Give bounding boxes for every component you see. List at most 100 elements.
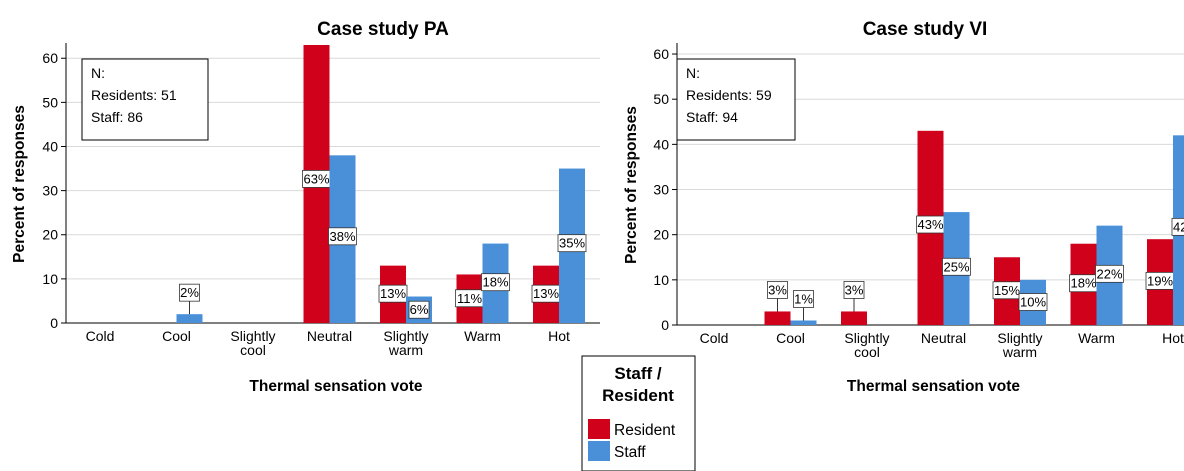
y-tick-label: 0 (661, 317, 669, 333)
y-axis-label: Percent of responses (11, 105, 28, 263)
data-label-staff: 18% (481, 273, 510, 292)
data-label-resident: 3% (843, 281, 865, 312)
data-label-text: 1% (794, 291, 813, 306)
data-label-resident: 18% (1069, 274, 1098, 293)
bar-staff (176, 314, 203, 323)
y-tick-label: 30 (42, 183, 58, 199)
category-label: warm (388, 342, 423, 358)
data-label-staff: 42% (1171, 217, 1184, 236)
data-label-text: 38% (329, 229, 355, 244)
data-label-resident: 15% (992, 281, 1022, 300)
y-tick-label: 60 (653, 46, 669, 62)
chart-panel-1: Case study PA 0 10 20 30 40 50 60 Percent of res… (11, 19, 600, 395)
legend-item-resident: Resident (614, 422, 676, 439)
data-label-box (378, 284, 408, 303)
data-label-text: 63% (303, 171, 329, 186)
data-label-resident: 13% (531, 284, 561, 303)
category-label: Slightly (844, 330, 889, 346)
data-label-staff: 25% (942, 257, 971, 276)
data-label-resident: 3% (767, 281, 788, 312)
y-tick-label: 50 (653, 91, 669, 107)
data-label-box (408, 300, 430, 319)
legend-swatch-staff (588, 441, 610, 461)
data-label-text: 3% (845, 282, 864, 297)
chart-panel-2: Case study VI 0 10 20 30 40 50 60 Percent of res… (623, 19, 1184, 395)
category-label: Slightly (230, 328, 275, 344)
bar-resident (764, 311, 791, 325)
bar-staff (790, 320, 817, 325)
legend-swatch-resident (588, 419, 610, 439)
category-label: Cold (700, 330, 729, 346)
data-label-staff: 1% (793, 290, 814, 321)
n-box-frame (676, 58, 796, 141)
category-label: Neutral (307, 328, 352, 344)
data-label-text: 25% (943, 259, 969, 274)
category-label: Slightly (383, 328, 428, 344)
y-tick-label: 60 (42, 50, 58, 66)
category-label: cool (854, 344, 880, 360)
data-label-text: 18% (1070, 276, 1096, 291)
data-label-box (1018, 293, 1048, 311)
category-label: Neutral (921, 330, 966, 346)
data-label-text: 10% (1020, 295, 1046, 310)
data-label-text: 22% (1096, 266, 1122, 281)
data-label-text: 19% (1147, 273, 1173, 288)
data-label-box (557, 234, 587, 253)
data-label-box (1171, 217, 1184, 236)
data-label-box (767, 281, 788, 299)
y-tick-label: 20 (42, 227, 58, 243)
category-label: Cold (86, 328, 115, 344)
legend: Staff / Resident Resident Staff (581, 355, 696, 471)
data-label-resident: 63% (302, 170, 331, 188)
bar-resident (841, 311, 867, 325)
data-label-staff: 2% (179, 283, 200, 315)
category-label: warm (1002, 344, 1037, 360)
category-label: Cool (162, 328, 191, 344)
data-label-box (1095, 264, 1124, 283)
y-tick-label: 20 (653, 227, 669, 243)
data-label-staff: 6% (408, 300, 430, 319)
legend-title: Staff / (614, 364, 662, 383)
x-axis-label: Thermal sensation vote (847, 378, 1021, 395)
data-label-text: 13% (533, 286, 559, 301)
data-label-box (179, 283, 200, 302)
data-label-text: 18% (482, 275, 508, 290)
data-label-text: 6% (410, 302, 429, 317)
category-label: cool (240, 342, 266, 358)
y-axis-label: Percent of responses (623, 106, 640, 264)
data-label-text: 2% (180, 285, 199, 300)
y-tick-label: 30 (653, 182, 669, 198)
data-label-box (481, 273, 510, 292)
data-label-resident: 11% (455, 289, 484, 308)
n-box-line: N: (91, 65, 105, 81)
n-count-box: N: Residents: 59 Staff: 94 (676, 58, 796, 141)
legend-title: Resident (602, 386, 674, 405)
data-label-text: 35% (559, 236, 585, 251)
category-label: Hot (548, 328, 570, 344)
y-tick-label: 40 (653, 136, 669, 152)
x-axis-label: Thermal sensation vote (249, 378, 423, 395)
y-tick-label: 10 (653, 272, 669, 288)
data-label-resident: 19% (1145, 271, 1175, 290)
data-label-text: 15% (994, 283, 1020, 298)
category-label: Warm (1078, 330, 1115, 346)
data-label-staff: 22% (1095, 264, 1124, 283)
data-label-box (793, 290, 814, 308)
data-label-text: 3% (768, 282, 787, 297)
y-tick-label: 40 (42, 138, 58, 154)
y-tick-label: 10 (42, 271, 58, 287)
n-box-line: N: (686, 65, 700, 81)
category-label: Slightly (997, 330, 1042, 346)
legend-item-staff: Staff (614, 444, 646, 461)
n-box-frame (81, 58, 209, 141)
data-label-text: 13% (380, 286, 406, 301)
n-box-line: Staff: 86 (91, 109, 143, 125)
data-label-text: 42% (1173, 219, 1184, 234)
data-label-box (942, 257, 971, 276)
n-box-line: Residents: 59 (686, 87, 772, 103)
category-label: Hot (1162, 330, 1184, 346)
n-box-line: Residents: 51 (91, 87, 177, 103)
chart-title: Case study VI (863, 19, 988, 40)
n-count-box: N: Residents: 51 Staff: 86 (81, 58, 209, 141)
